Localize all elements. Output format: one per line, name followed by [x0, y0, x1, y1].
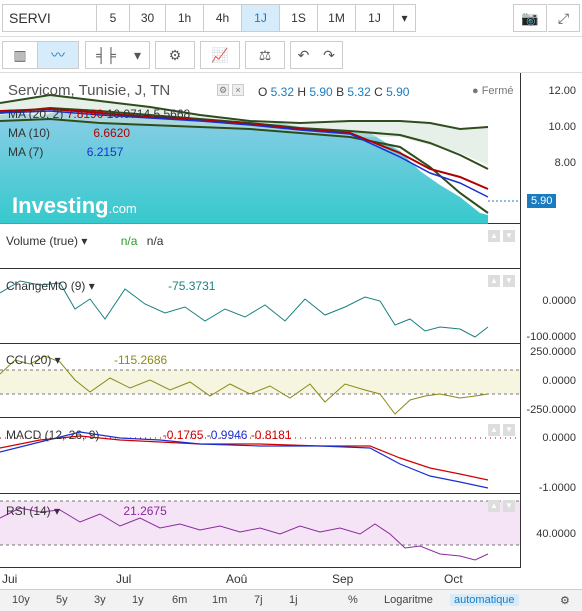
compare-button[interactable]: ⚖	[245, 41, 285, 69]
candlestick-icon: ▥	[13, 47, 27, 63]
ma10-line	[0, 107, 489, 190]
bars-button[interactable]: ╡╞	[85, 41, 127, 69]
range-3y[interactable]: 3y	[94, 594, 106, 606]
volume-pane[interactable]: Volume (true) ▾ n/a n/a ▲ ▼	[0, 224, 520, 269]
cci-label: CCI (20) ▾ -115.2686	[6, 353, 168, 367]
x-tick: Jui	[2, 572, 18, 586]
last-price-badge: 5.90	[527, 194, 557, 208]
interval-1y[interactable]: 1J	[356, 4, 394, 32]
range-1y[interactable]: 1y	[132, 594, 144, 606]
interval-1m[interactable]: 1M	[318, 4, 356, 32]
market-status: ● Fermé	[472, 85, 514, 97]
interval-toolbar: SERVI 5 30 1h 4h 1J 1S 1M 1J ▾ 📷 ⤢	[0, 0, 582, 37]
ma7-label: MA (7) 6.2157	[8, 145, 124, 159]
rsi-scale: 40.0000	[520, 494, 582, 568]
chevron-down-icon: ▾	[401, 11, 408, 25]
bars-icon: ╡╞	[96, 47, 116, 63]
screenshot-button[interactable]: 📷	[513, 4, 547, 32]
change-label: ChangeMO (9) ▾ -75.3731	[6, 279, 216, 293]
price-scale[interactable]: 12.00 10.00 8.00 6.00 5.90	[520, 73, 582, 224]
investing-logo: Investing.com	[12, 193, 137, 218]
ma20-label: MA (20, 2) 7.8190 10.0714 5.5668	[8, 107, 191, 121]
indicators-button[interactable]: 📈	[200, 41, 240, 69]
cci-scale: 250.0000 0.0000 -250.0000	[520, 344, 582, 418]
auto-button[interactable]: automatique	[450, 594, 519, 606]
symbol-input[interactable]: SERVI	[2, 4, 97, 32]
macd-pane[interactable]: MACD (12, 26, 9) -0.1765 -0.9946 -0.8181…	[0, 418, 520, 494]
pane-down-icon[interactable]: ▼	[503, 424, 515, 436]
gear-icon: ⚙	[168, 47, 182, 63]
interval-dropdown[interactable]: ▾	[394, 4, 416, 32]
percent-button[interactable]: %	[348, 594, 358, 606]
x-tick: Aoû	[226, 572, 248, 586]
rsi-chart	[0, 500, 520, 561]
range-7j[interactable]: 7j	[254, 594, 263, 606]
area-chart-icon: 〰	[51, 47, 65, 63]
ma20-upper-line	[0, 93, 489, 131]
change-scale: 0.0000 -100.0000	[520, 269, 582, 344]
rsi-label: RSI (14) ▾ 21.2675	[6, 504, 167, 518]
range-6m[interactable]: 6m	[172, 594, 188, 606]
interval-1h[interactable]: 1h	[166, 4, 204, 32]
macd-label: MACD (12, 26, 9) -0.1765 -0.9946 -0.8181	[6, 428, 292, 442]
change-chart	[0, 280, 489, 338]
macd-scale: 0.0000 -1.0000	[520, 418, 582, 494]
pane-close-icon[interactable]: ×	[232, 84, 244, 96]
pane-up-icon[interactable]: ▲	[488, 424, 500, 436]
ma7-line	[0, 110, 489, 198]
fullscreen-button[interactable]: ⤢	[548, 4, 580, 32]
indicators-icon: 📈	[211, 47, 229, 63]
settings-button[interactable]: ⚙	[155, 41, 195, 69]
interval-30[interactable]: 30	[130, 4, 166, 32]
gear-icon: ⚙	[560, 595, 570, 607]
volume-scale	[520, 224, 582, 269]
area-chart-button[interactable]: 〰	[37, 41, 79, 69]
change-pane[interactable]: ChangeMO (9) ▾ -75.3731 ▲ ▼	[0, 269, 520, 344]
x-tick: Sep	[332, 572, 354, 586]
time-axis[interactable]: Jui Jul Aoû Sep Oct	[0, 568, 520, 589]
range-10y[interactable]: 10y	[12, 594, 30, 606]
pane-down-icon[interactable]: ▼	[503, 275, 515, 287]
scale-icon: ⚖	[258, 47, 272, 63]
chevron-down-icon: ▾	[133, 47, 142, 63]
pane-up-icon[interactable]: ▲	[488, 230, 500, 242]
x-tick: Oct	[444, 572, 463, 586]
bottom-bar: 10y 5y 3y 1y 6m 1m 7j 1j % Logaritme aut…	[0, 589, 582, 611]
price-pane[interactable]: Servicom, Tunisie, J, TN ⚙ × O 5.32 H 5.…	[0, 73, 520, 224]
price-chart	[0, 93, 520, 224]
undo-icon: ↶	[297, 47, 310, 63]
cci-chart	[0, 355, 520, 415]
undo-button[interactable]: ↶	[290, 41, 317, 69]
redo-button[interactable]: ↷	[316, 41, 343, 69]
candles-button[interactable]: ▥	[2, 41, 38, 69]
range-1m[interactable]: 1m	[212, 594, 228, 606]
interval-1s[interactable]: 1S	[280, 4, 318, 32]
cci-pane[interactable]: CCI (20) ▾ -115.2686	[0, 344, 520, 418]
interval-5[interactable]: 5	[97, 4, 130, 32]
interval-4h[interactable]: 4h	[204, 4, 242, 32]
pane-up-icon[interactable]: ▲	[488, 275, 500, 287]
macd-chart	[0, 431, 520, 489]
pane-down-icon[interactable]: ▼	[503, 500, 515, 512]
log-button[interactable]: Logaritme	[384, 594, 433, 606]
volume-label: Volume (true) ▾ n/a n/a	[6, 234, 164, 248]
rsi-pane[interactable]: RSI (14) ▾ 21.2675 ▲ ▼	[0, 494, 520, 568]
range-5y[interactable]: 5y	[56, 594, 68, 606]
interval-1j[interactable]: 1J	[242, 4, 280, 32]
settings-button[interactable]: ⚙	[560, 594, 570, 607]
tools-toolbar: ▥ 〰 ╡╞ ▾ ⚙ 📈 ⚖ ↶ ↷	[0, 37, 582, 73]
expand-icon: ⤢	[557, 10, 570, 26]
chart-type-dropdown[interactable]: ▾	[126, 41, 150, 69]
camera-icon: 📷	[521, 10, 539, 26]
ohlc-readout: O 5.32 H 5.90 B 5.32 C 5.90	[258, 85, 410, 99]
pane-down-icon[interactable]: ▼	[503, 230, 515, 242]
instrument-name: Servicom, Tunisie, J, TN	[8, 82, 171, 99]
redo-icon: ↷	[323, 47, 335, 63]
ma10-label: MA (10) 6.6620	[8, 126, 131, 140]
x-tick: Jul	[116, 572, 132, 586]
range-1j[interactable]: 1j	[289, 594, 298, 606]
pane-settings-icon[interactable]: ⚙	[217, 84, 229, 96]
pane-up-icon[interactable]: ▲	[488, 500, 500, 512]
